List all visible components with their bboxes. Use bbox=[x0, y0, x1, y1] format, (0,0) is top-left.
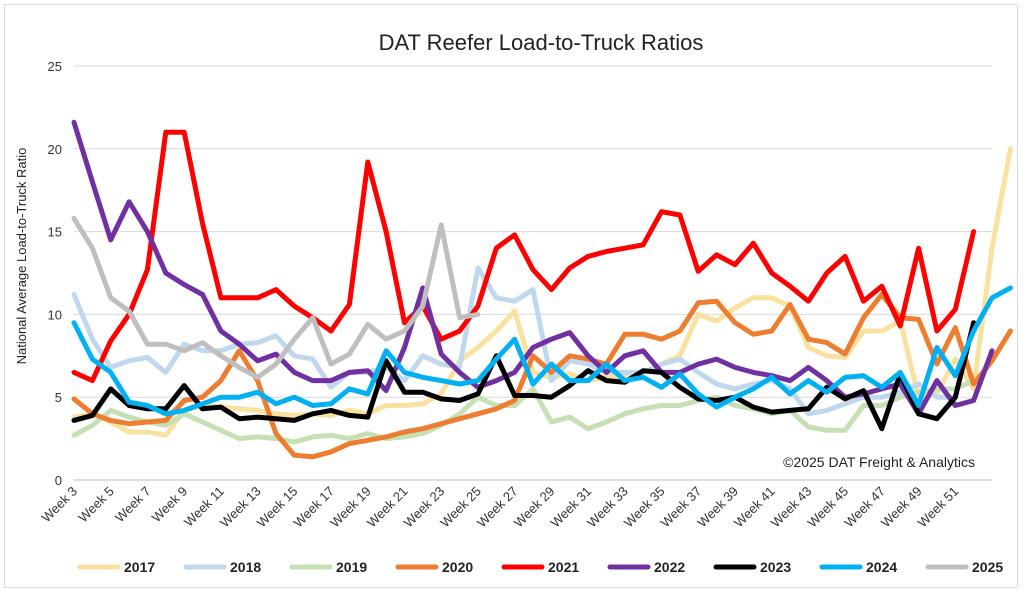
legend-label-2021: 2021 bbox=[548, 559, 579, 575]
y-tick-label: 0 bbox=[55, 473, 62, 488]
legend-label-2018: 2018 bbox=[230, 559, 261, 575]
legend-label-2019: 2019 bbox=[336, 559, 367, 575]
series-line-2021 bbox=[71, 129, 977, 384]
copyright-annotation: ©2025 DAT Freight & Analytics bbox=[783, 454, 975, 470]
series-line-2018 bbox=[71, 265, 958, 417]
series-line-2022 bbox=[71, 119, 995, 417]
series-line-2025 bbox=[71, 215, 481, 380]
y-tick-label: 20 bbox=[48, 142, 62, 157]
x-tick-label: Week 7 bbox=[112, 484, 154, 526]
series-line-2024 bbox=[71, 285, 1013, 417]
legend-label-2017: 2017 bbox=[124, 559, 155, 575]
legend-label-2024: 2024 bbox=[866, 559, 897, 575]
legend-label-2022: 2022 bbox=[654, 559, 685, 575]
chart-frame bbox=[4, 4, 1018, 588]
y-tick-label: 25 bbox=[48, 59, 62, 74]
y-axis-label: National Average Load-to-Truck Ratio bbox=[14, 148, 29, 365]
chart-title: DAT Reefer Load-to-Truck Ratios bbox=[379, 30, 704, 55]
series-line-2020 bbox=[71, 292, 1013, 460]
legend-label-2020: 2020 bbox=[442, 559, 473, 575]
legend: 2017 2018 2019 2020 2021 2022 2023 2024 2025 bbox=[77, 559, 1003, 575]
y-tick-label: 15 bbox=[48, 225, 62, 240]
series-lines bbox=[71, 119, 1013, 460]
y-tick-label: 5 bbox=[55, 390, 62, 405]
x-tick-label: Week 3 bbox=[39, 484, 81, 526]
legend-label-2023: 2023 bbox=[760, 559, 791, 575]
y-tick-label: 10 bbox=[48, 307, 62, 322]
legend-label-2025: 2025 bbox=[972, 559, 1003, 575]
y-axis-ticks: 0 5 10 15 20 25 bbox=[48, 59, 62, 488]
x-tick-label: Week 51 bbox=[915, 484, 962, 531]
x-tick-label: Week 5 bbox=[75, 484, 117, 526]
